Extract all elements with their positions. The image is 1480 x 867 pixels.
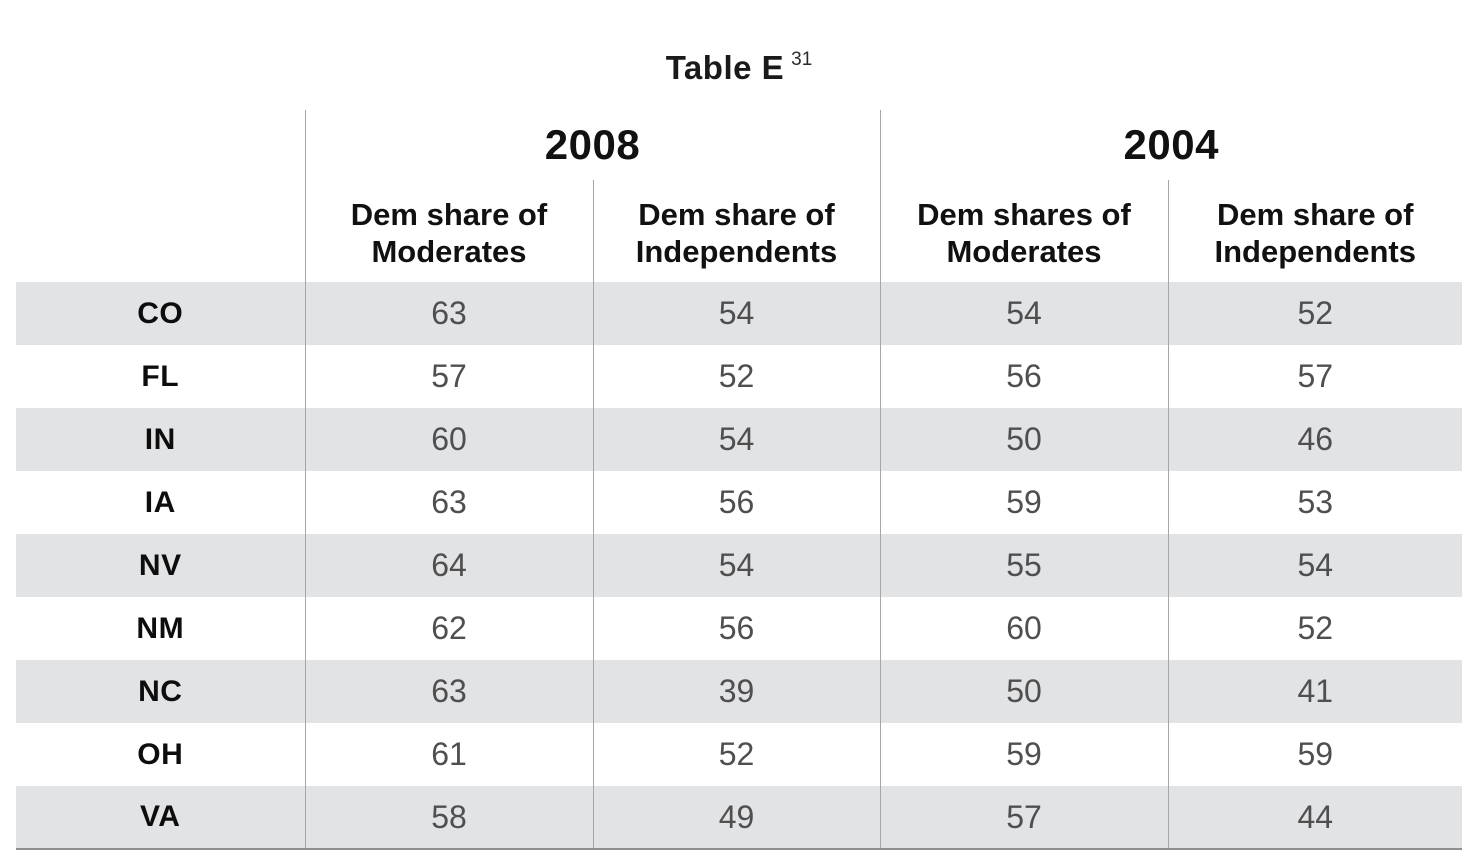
column-header-2008-independents: Dem share of Independents (592, 180, 880, 282)
state-cell: IA (144, 485, 176, 519)
table-row: NC 63 39 50 41 (16, 660, 1462, 723)
table-row: IA 63 56 59 53 (16, 471, 1462, 534)
value-cell: 60 (304, 408, 593, 471)
state-cell: OH (137, 737, 184, 771)
value-cell: 59 (1167, 723, 1462, 786)
table-row: FL 57 52 56 57 (16, 345, 1462, 408)
value-cell: 54 (592, 534, 880, 597)
value-cell: 59 (879, 723, 1168, 786)
value-cell: 52 (592, 723, 880, 786)
value-cell: 53 (1167, 471, 1462, 534)
value-cell: 55 (879, 534, 1168, 597)
value-cell: 56 (592, 471, 880, 534)
value-cell: 59 (879, 471, 1168, 534)
value-cell: 64 (304, 534, 593, 597)
state-cell: NM (136, 611, 185, 645)
value-cell: 57 (879, 786, 1168, 850)
state-cell: IN (144, 422, 176, 456)
table-title-text: Table E (665, 49, 785, 86)
value-cell: 52 (592, 345, 880, 408)
value-cell: 62 (304, 597, 593, 660)
state-cell: FL (141, 359, 180, 393)
state-column-spacer (16, 110, 305, 180)
table-row: NV 64 54 55 54 (16, 534, 1462, 597)
table-page: Table E 31 2008 2004 Dem share of Moderat… (0, 42, 1480, 867)
year-header-row: 2008 2004 (16, 110, 1462, 180)
value-cell: 41 (1167, 660, 1462, 723)
table-row: NM 62 56 60 52 (16, 597, 1462, 660)
value-cell: 54 (1167, 534, 1462, 597)
value-cell: 58 (304, 786, 593, 850)
column-header-2004-moderates: Dem shares of Moderates (879, 180, 1168, 282)
value-cell: 63 (304, 471, 593, 534)
value-cell: 56 (592, 597, 880, 660)
table-row: IN 60 54 50 46 (16, 408, 1462, 471)
data-table: 2008 2004 Dem share of Moderates Dem sha… (16, 110, 1462, 850)
value-cell: 50 (879, 660, 1168, 723)
state-cell: CO (137, 296, 184, 330)
value-cell: 60 (879, 597, 1168, 660)
value-cell: 49 (592, 786, 880, 850)
value-cell: 54 (879, 282, 1168, 345)
value-cell: 57 (1167, 345, 1462, 408)
value-cell: 57 (304, 345, 593, 408)
value-cell: 52 (1167, 597, 1462, 660)
table-row: OH 61 52 59 59 (16, 723, 1462, 786)
value-cell: 46 (1167, 408, 1462, 471)
state-cell: NV (138, 548, 182, 582)
column-header-2004-independents: Dem share of Independents (1167, 180, 1462, 282)
value-cell: 54 (592, 408, 880, 471)
value-cell: 52 (1167, 282, 1462, 345)
table-row: CO 63 54 54 52 (16, 282, 1462, 345)
value-cell: 56 (879, 345, 1168, 408)
subcolumn-header-row: Dem share of Moderates Dem share of Inde… (16, 180, 1462, 282)
value-cell: 61 (304, 723, 593, 786)
year-header-2004: 2004 (879, 110, 1462, 180)
column-header-2008-moderates: Dem share of Moderates (304, 180, 593, 282)
state-cell: VA (16, 786, 305, 850)
state-cell: NC (138, 674, 183, 708)
table-row: VA 58 49 57 44 (16, 786, 1462, 850)
value-cell: 63 (304, 660, 593, 723)
state-column-spacer (16, 180, 305, 282)
value-cell: 54 (592, 282, 880, 345)
footnote-reference: 31 (791, 49, 813, 70)
table-title: Table E 31 (16, 42, 1462, 86)
value-cell: 44 (1167, 786, 1462, 850)
value-cell: 50 (879, 408, 1168, 471)
value-cell: 39 (592, 660, 880, 723)
value-cell: 63 (304, 282, 593, 345)
year-header-2008: 2008 (304, 110, 880, 180)
